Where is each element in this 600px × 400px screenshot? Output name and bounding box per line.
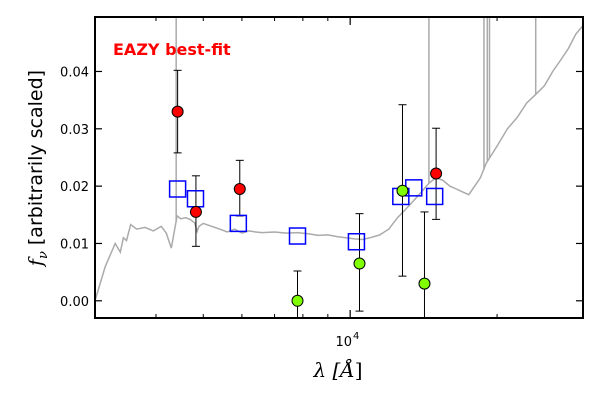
template-spectrum-layer: [95, 17, 583, 302]
model-point-0: [168, 180, 187, 198]
x-major-tick-exponent: 4: [353, 331, 359, 342]
observed-point-1: [189, 205, 202, 218]
y-tick-label-2: 0.02: [60, 180, 89, 195]
x-major-tick-label: 10: [335, 335, 352, 350]
model-point-3: [288, 227, 307, 245]
observed-point-6: [418, 277, 431, 290]
plot-frame: [94, 16, 584, 319]
observed-point-3: [291, 294, 304, 307]
y-tick-label-0: 0.00: [60, 295, 89, 310]
observed-point-5: [396, 184, 409, 197]
model-point-7: [425, 187, 444, 206]
errorbar-layer: [173, 69, 441, 318]
y-tick-label-3: 0.03: [60, 123, 89, 138]
y-axis-label: fν [arbitrarily scaled]: [25, 70, 51, 268]
y-tick-label-4: 0.04: [60, 65, 89, 80]
y-tick-label-1: 0.01: [60, 237, 89, 252]
tick-layer: 0.00 0.01 0.02 0.03 0.04: [60, 17, 583, 318]
x-axis-label: λ [Å]: [312, 357, 362, 382]
model-point-2: [229, 214, 248, 233]
model-point-4: [347, 232, 366, 251]
observed-point-0: [171, 105, 184, 118]
annotation-label: EAZY best-fit: [113, 40, 231, 59]
observed-point-2: [233, 183, 246, 195]
template-spectrum-line: [95, 25, 583, 302]
observed-point-4: [353, 257, 366, 270]
observed-points-layer: [171, 105, 443, 307]
observed-point-7: [430, 167, 443, 180]
